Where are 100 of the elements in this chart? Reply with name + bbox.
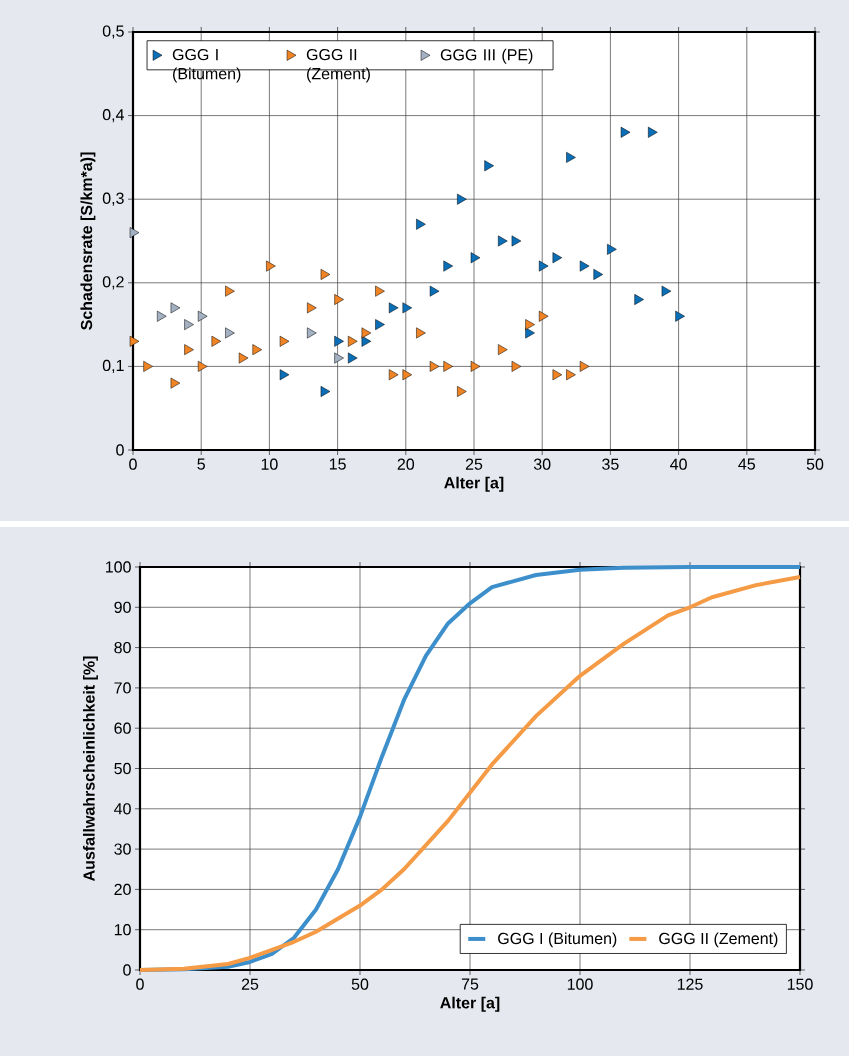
point xyxy=(661,285,672,297)
point xyxy=(129,227,140,239)
point xyxy=(334,352,344,364)
x-tick-label: 25 xyxy=(465,458,483,470)
x-tick-label: 75 xyxy=(461,978,479,990)
point xyxy=(525,327,535,339)
y-tick-label: 50 xyxy=(114,762,131,775)
x-tick-label: 150 xyxy=(787,978,813,990)
point xyxy=(402,302,413,314)
y-tick-label: 0,2 xyxy=(102,276,124,290)
y-tick-label: 30 xyxy=(114,843,131,855)
point xyxy=(334,294,344,305)
point xyxy=(347,335,358,347)
point xyxy=(634,294,644,305)
point xyxy=(416,218,426,230)
y-tick-label: 0 xyxy=(116,444,124,456)
point xyxy=(129,335,140,347)
point xyxy=(320,386,331,397)
point xyxy=(375,285,385,297)
point xyxy=(429,360,440,372)
x-axis-title: Alter [a] xyxy=(440,996,500,1012)
x-tick-label: 10 xyxy=(261,458,278,470)
point xyxy=(225,327,235,339)
y-tick-label: 0 xyxy=(123,964,131,976)
point xyxy=(620,126,631,138)
x-tick-label: 100 xyxy=(567,978,593,990)
x-tick-label: 15 xyxy=(329,458,346,470)
y-tick-label: 10 xyxy=(114,924,131,936)
point xyxy=(388,369,399,381)
point xyxy=(266,260,276,272)
y-tick-label: 40 xyxy=(114,803,131,815)
point xyxy=(511,360,522,372)
x-tick-label: 125 xyxy=(677,978,703,990)
point xyxy=(470,360,481,372)
point xyxy=(607,243,617,255)
point xyxy=(197,310,208,322)
point xyxy=(361,327,372,339)
point xyxy=(402,369,413,381)
point xyxy=(388,302,399,314)
point xyxy=(675,310,685,322)
point xyxy=(225,285,235,297)
y-axis-title: Ausfallwahrscheinlichkeit [%] xyxy=(83,656,98,882)
point xyxy=(511,235,522,247)
point xyxy=(184,344,194,356)
point xyxy=(470,252,481,264)
x-axis-title: Alter [a] xyxy=(444,476,504,492)
point xyxy=(443,260,453,272)
x-tick-label: 5 xyxy=(197,458,205,470)
legend-label: GGG III (PE) xyxy=(440,48,533,64)
point xyxy=(170,377,181,389)
point xyxy=(443,360,453,372)
point xyxy=(566,369,576,381)
point xyxy=(375,319,385,331)
point xyxy=(320,268,331,280)
point xyxy=(498,235,508,247)
legend-label: GGG II (Zement) xyxy=(659,932,778,948)
x-tick-label: 35 xyxy=(602,458,619,470)
point xyxy=(157,310,167,322)
legend-label: GGG I (Bitumen) xyxy=(498,932,617,948)
point xyxy=(307,302,317,314)
point xyxy=(566,151,576,163)
x-tick-label: 50 xyxy=(806,458,824,470)
point xyxy=(211,335,222,347)
y-tick-label: 100 xyxy=(106,561,131,573)
y-axis-title: Schadensrate [S/km*a)] xyxy=(80,152,96,330)
point xyxy=(347,352,358,364)
x-tick-label: 30 xyxy=(533,458,551,470)
point xyxy=(307,327,317,339)
point xyxy=(538,260,549,272)
point xyxy=(457,386,467,397)
point xyxy=(252,344,263,356)
point xyxy=(457,193,467,205)
x-tick-label: 0 xyxy=(136,978,144,990)
point xyxy=(593,268,604,280)
x-tick-label: 25 xyxy=(241,978,259,990)
x-tick-label: 45 xyxy=(738,458,756,470)
y-tick-label: 80 xyxy=(114,641,131,654)
point xyxy=(416,327,426,339)
y-tick-label: 60 xyxy=(114,722,131,734)
point xyxy=(170,302,181,314)
y-tick-label: 0,3 xyxy=(102,192,124,206)
point xyxy=(484,160,494,172)
point xyxy=(334,335,344,347)
y-tick-label: 20 xyxy=(114,883,131,896)
y-tick-label: 70 xyxy=(114,682,131,694)
point xyxy=(184,319,194,331)
point xyxy=(538,310,549,322)
y-tick-label: 0,1 xyxy=(102,359,124,373)
y-tick-label: 0,4 xyxy=(102,108,124,123)
legend-label: GGG II (Zement) xyxy=(306,48,370,83)
x-tick-label: 20 xyxy=(397,458,415,470)
point xyxy=(361,335,372,347)
y-tick-label: 0,5 xyxy=(102,25,124,39)
point xyxy=(143,360,153,372)
point xyxy=(648,126,658,138)
point xyxy=(197,360,208,372)
point xyxy=(429,285,440,297)
point xyxy=(498,344,508,356)
point xyxy=(238,352,249,364)
point xyxy=(552,252,563,264)
